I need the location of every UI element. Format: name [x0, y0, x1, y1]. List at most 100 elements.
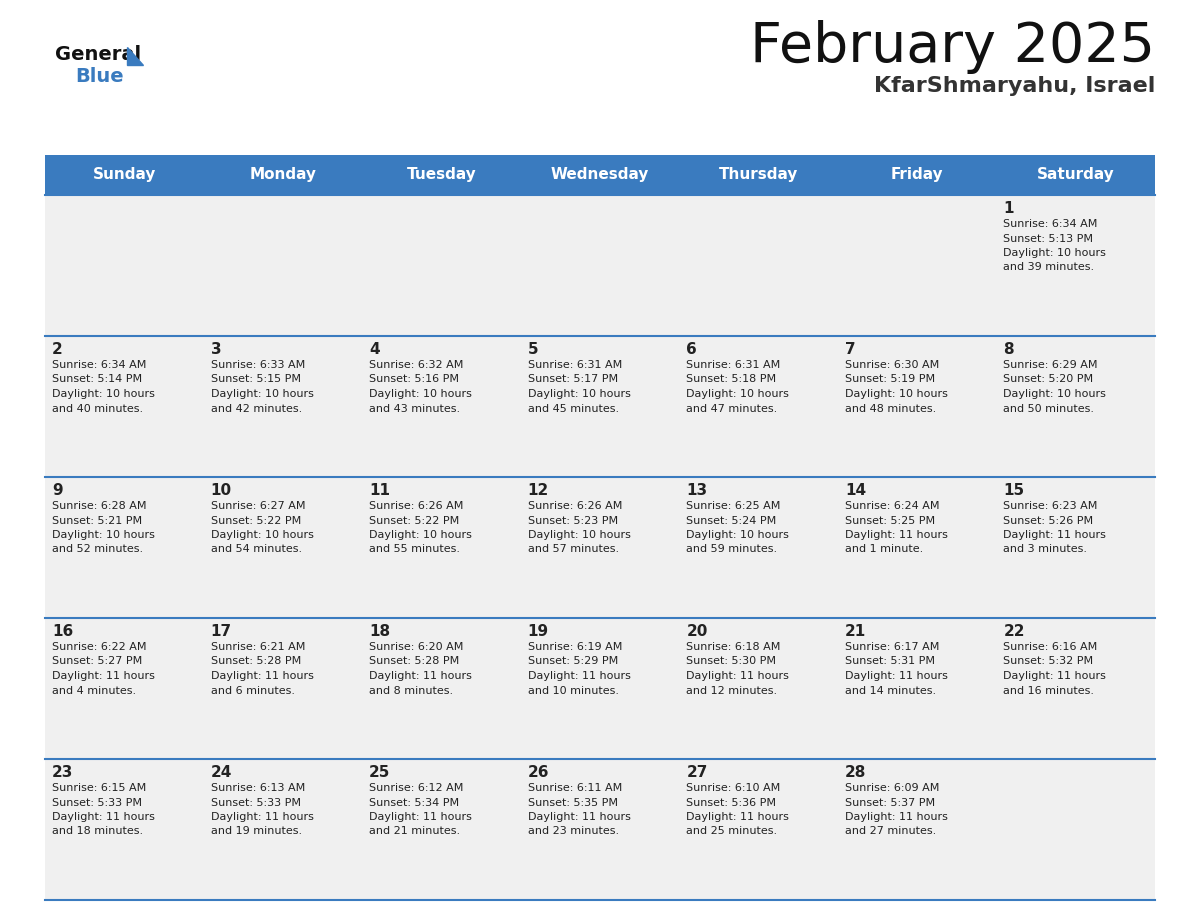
Text: Sunrise: 6:16 AM: Sunrise: 6:16 AM: [1004, 642, 1098, 652]
Text: Daylight: 11 hours: Daylight: 11 hours: [687, 671, 789, 681]
Text: and 23 minutes.: and 23 minutes.: [527, 826, 619, 836]
Text: Daylight: 10 hours: Daylight: 10 hours: [210, 389, 314, 399]
Text: and 39 minutes.: and 39 minutes.: [1004, 263, 1094, 273]
Text: Sunrise: 6:11 AM: Sunrise: 6:11 AM: [527, 783, 623, 793]
Bar: [997, 195, 1155, 336]
Text: Daylight: 11 hours: Daylight: 11 hours: [369, 671, 472, 681]
Text: General: General: [55, 45, 141, 64]
Text: Daylight: 11 hours: Daylight: 11 hours: [845, 812, 948, 822]
Bar: [997, 618, 1155, 759]
Text: Sunset: 5:37 PM: Sunset: 5:37 PM: [845, 798, 935, 808]
Bar: [838, 477, 997, 618]
Text: Blue: Blue: [75, 67, 124, 86]
Text: Daylight: 11 hours: Daylight: 11 hours: [687, 812, 789, 822]
Text: Daylight: 11 hours: Daylight: 11 hours: [369, 812, 472, 822]
Text: Sunset: 5:22 PM: Sunset: 5:22 PM: [369, 516, 460, 525]
Text: Sunset: 5:26 PM: Sunset: 5:26 PM: [1004, 516, 1093, 525]
Bar: [362, 618, 520, 759]
Text: Sunrise: 6:32 AM: Sunrise: 6:32 AM: [369, 360, 463, 370]
Text: Sunset: 5:29 PM: Sunset: 5:29 PM: [527, 656, 618, 666]
Text: and 14 minutes.: and 14 minutes.: [845, 686, 936, 696]
Text: Thursday: Thursday: [719, 167, 798, 183]
Text: Sunrise: 6:27 AM: Sunrise: 6:27 AM: [210, 501, 305, 511]
Text: and 8 minutes.: and 8 minutes.: [369, 686, 454, 696]
Bar: [997, 759, 1155, 900]
Text: Sunset: 5:23 PM: Sunset: 5:23 PM: [527, 516, 618, 525]
Bar: [45, 336, 203, 477]
Bar: [362, 336, 520, 477]
Text: 4: 4: [369, 342, 380, 357]
Text: Sunrise: 6:12 AM: Sunrise: 6:12 AM: [369, 783, 463, 793]
Bar: [203, 618, 362, 759]
Bar: [997, 477, 1155, 618]
Text: Wednesday: Wednesday: [551, 167, 649, 183]
Text: and 4 minutes.: and 4 minutes.: [52, 686, 137, 696]
Bar: [520, 759, 680, 900]
Text: Sunset: 5:15 PM: Sunset: 5:15 PM: [210, 375, 301, 385]
Text: Sunrise: 6:31 AM: Sunrise: 6:31 AM: [687, 360, 781, 370]
Text: 17: 17: [210, 624, 232, 639]
Bar: [838, 759, 997, 900]
Bar: [520, 618, 680, 759]
Text: Sunrise: 6:19 AM: Sunrise: 6:19 AM: [527, 642, 623, 652]
Text: 3: 3: [210, 342, 221, 357]
Text: Daylight: 11 hours: Daylight: 11 hours: [1004, 530, 1106, 540]
Text: Sunset: 5:19 PM: Sunset: 5:19 PM: [845, 375, 935, 385]
Text: Sunrise: 6:29 AM: Sunrise: 6:29 AM: [1004, 360, 1098, 370]
Text: Sunrise: 6:34 AM: Sunrise: 6:34 AM: [52, 360, 146, 370]
Text: Sunrise: 6:09 AM: Sunrise: 6:09 AM: [845, 783, 940, 793]
Text: Sunrise: 6:22 AM: Sunrise: 6:22 AM: [52, 642, 146, 652]
Text: and 1 minute.: and 1 minute.: [845, 544, 923, 554]
Bar: [680, 195, 838, 336]
Text: 7: 7: [845, 342, 855, 357]
Text: Sunset: 5:33 PM: Sunset: 5:33 PM: [210, 798, 301, 808]
Bar: [45, 618, 203, 759]
Bar: [520, 336, 680, 477]
Text: Sunset: 5:20 PM: Sunset: 5:20 PM: [1004, 375, 1093, 385]
Text: Sunrise: 6:26 AM: Sunrise: 6:26 AM: [369, 501, 463, 511]
Text: and 42 minutes.: and 42 minutes.: [210, 404, 302, 413]
Text: Daylight: 11 hours: Daylight: 11 hours: [1004, 671, 1106, 681]
Text: 21: 21: [845, 624, 866, 639]
Bar: [362, 477, 520, 618]
Text: Daylight: 10 hours: Daylight: 10 hours: [210, 530, 314, 540]
Text: and 40 minutes.: and 40 minutes.: [52, 404, 143, 413]
Text: and 54 minutes.: and 54 minutes.: [210, 544, 302, 554]
Text: Daylight: 11 hours: Daylight: 11 hours: [527, 671, 631, 681]
Text: and 47 minutes.: and 47 minutes.: [687, 404, 777, 413]
Bar: [203, 195, 362, 336]
Text: 20: 20: [687, 624, 708, 639]
Bar: [838, 618, 997, 759]
Text: Sunrise: 6:26 AM: Sunrise: 6:26 AM: [527, 501, 623, 511]
Bar: [203, 336, 362, 477]
Text: Daylight: 10 hours: Daylight: 10 hours: [687, 530, 789, 540]
Text: 24: 24: [210, 765, 232, 780]
Text: Daylight: 10 hours: Daylight: 10 hours: [369, 530, 472, 540]
Text: Friday: Friday: [891, 167, 943, 183]
Text: Daylight: 10 hours: Daylight: 10 hours: [687, 389, 789, 399]
Bar: [520, 195, 680, 336]
Text: and 50 minutes.: and 50 minutes.: [1004, 404, 1094, 413]
Text: Sunrise: 6:24 AM: Sunrise: 6:24 AM: [845, 501, 940, 511]
Text: Sunrise: 6:10 AM: Sunrise: 6:10 AM: [687, 783, 781, 793]
Text: Sunrise: 6:20 AM: Sunrise: 6:20 AM: [369, 642, 463, 652]
Text: Sunset: 5:33 PM: Sunset: 5:33 PM: [52, 798, 143, 808]
Bar: [45, 155, 1155, 195]
Text: and 57 minutes.: and 57 minutes.: [527, 544, 619, 554]
Text: Monday: Monday: [249, 167, 316, 183]
Bar: [680, 618, 838, 759]
Text: Sunrise: 6:31 AM: Sunrise: 6:31 AM: [527, 360, 623, 370]
Text: Saturday: Saturday: [1037, 167, 1114, 183]
Bar: [680, 336, 838, 477]
Text: Sunrise: 6:23 AM: Sunrise: 6:23 AM: [1004, 501, 1098, 511]
Text: 19: 19: [527, 624, 549, 639]
Text: Daylight: 10 hours: Daylight: 10 hours: [369, 389, 472, 399]
Text: 10: 10: [210, 483, 232, 498]
Polygon shape: [127, 47, 143, 65]
Text: Sunset: 5:28 PM: Sunset: 5:28 PM: [369, 656, 460, 666]
Text: and 55 minutes.: and 55 minutes.: [369, 544, 460, 554]
Text: 26: 26: [527, 765, 549, 780]
Text: Sunset: 5:17 PM: Sunset: 5:17 PM: [527, 375, 618, 385]
Text: 13: 13: [687, 483, 707, 498]
Bar: [997, 336, 1155, 477]
